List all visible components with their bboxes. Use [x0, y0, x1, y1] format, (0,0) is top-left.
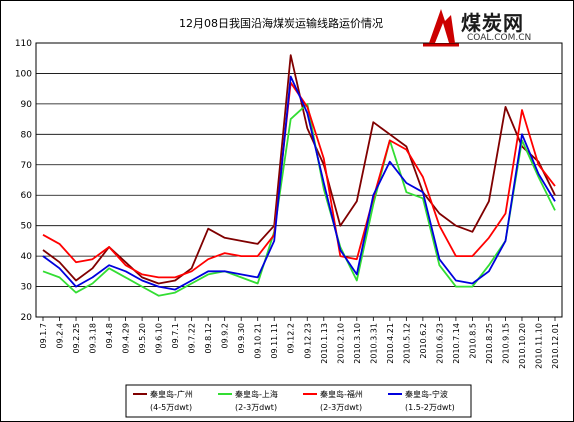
series-line-2	[42, 103, 556, 297]
x-tick-label: 09.5.20	[138, 323, 147, 354]
y-tick-label: 40	[21, 252, 33, 262]
y-tick-label: 20	[21, 313, 33, 323]
y-tick-label: 110	[15, 39, 32, 49]
x-tick-label: 09.2.4	[56, 323, 65, 348]
logo-url: COAL.COM.CN	[467, 33, 532, 43]
legend-label-3: 秦皇岛-福州	[320, 389, 363, 399]
x-tick-label: 2010.7.14	[452, 323, 461, 364]
legend-box	[125, 384, 472, 418]
x-tick-label: 09.4.29	[122, 323, 131, 354]
x-tick-label: 09.10.21	[254, 323, 263, 359]
x-tick-label: 2010.5.12	[402, 323, 411, 364]
legend-sublabel-4: (1.5-2万dwt)	[405, 403, 455, 412]
legend-label-1: 秦皇岛-广州	[150, 389, 193, 399]
x-tick-label: 09.1.7	[39, 323, 48, 348]
y-tick-label: 60	[21, 191, 33, 201]
y-tick-label: 70	[21, 161, 33, 171]
x-tick-label: 09.7.22	[188, 323, 197, 354]
x-tick-label: 2010.8.25	[485, 323, 494, 364]
y-tick-label: 100	[15, 69, 32, 79]
x-tick-label: 2010.10.20	[518, 323, 527, 369]
y-tick-label: 80	[21, 130, 33, 140]
x-tick-label: 09.6.10	[155, 323, 164, 354]
y-axis: 20 30 40 50 60 70 80 90 100 110	[15, 39, 32, 323]
x-tick-label: 09.8.12	[204, 323, 213, 354]
x-tick-label: 09.9.30	[237, 323, 246, 354]
coal-logo: 煤炭网 COAL.COM.CN	[421, 3, 569, 51]
legend-label-4: 秦皇岛-宁波	[405, 389, 448, 399]
logo-name: 煤炭网	[461, 11, 524, 35]
x-tick-label: 2010.3.31	[369, 323, 378, 364]
series-lines	[42, 54, 556, 297]
x-tick-label: 09.11.11	[270, 323, 279, 359]
legend-sublabel-3: (2-3万dwt)	[320, 403, 362, 412]
x-tick-label: 2010.8.5	[468, 323, 477, 359]
y-tick-label: 90	[21, 100, 33, 110]
x-tick-label: 2010.11.10	[534, 323, 543, 369]
chart-title: 12月08日我国沿海煤炭运输线路运价情况	[179, 16, 383, 30]
x-tick-label: 09.9.2	[221, 323, 230, 348]
x-tick-label: 09.4.8	[105, 323, 114, 348]
legend: 秦皇岛-广州 (4-5万dwt) 秦皇岛-上海 (2-3万dwt) 秦皇岛-福州 (2-3…	[133, 389, 455, 412]
series-line-4	[42, 75, 556, 291]
x-tick-label: 09.7.1	[171, 323, 180, 348]
legend-label-2: 秦皇岛-上海	[235, 389, 278, 399]
x-tick-label: 2010.3.10	[353, 323, 362, 364]
x-tick-label: 2010.2.10	[336, 323, 345, 364]
x-tick-label: 09.12.2	[287, 323, 296, 354]
legend-sublabel-2: (2-3万dwt)	[235, 403, 277, 412]
legend-sublabel-1: (4-5万dwt)	[150, 403, 192, 412]
gridlines	[36, 73, 562, 287]
x-tick-label: 2010.6.23	[435, 323, 444, 364]
x-tick-label: 2010.1.13	[320, 323, 329, 364]
y-tick-label: 30	[21, 283, 33, 293]
x-axis: 09.1.7 09.2.4 09.2.25 09.3.18 09.4.8 09.4.29 0…	[39, 317, 560, 369]
series-line-1	[42, 54, 556, 285]
x-tick-label: 09.3.18	[89, 323, 98, 354]
x-tick-label: 2010.4.21	[386, 323, 395, 364]
x-tick-label: 2010.12.01	[551, 323, 560, 369]
y-tick-label: 50	[21, 222, 33, 232]
flame-logo-icon	[423, 9, 459, 47]
x-tick-label: 09.12.23	[303, 323, 312, 359]
x-tick-label: 09.2.25	[72, 323, 81, 354]
x-tick-label: 2010.6.2	[419, 323, 428, 359]
x-tick-label: 2010.9.15	[501, 323, 510, 364]
